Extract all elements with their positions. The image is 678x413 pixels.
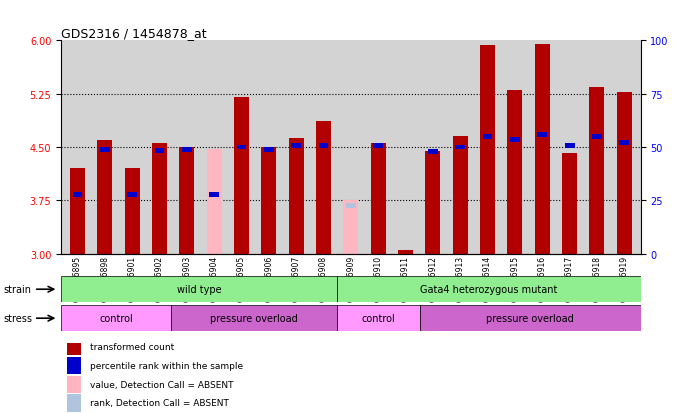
- Bar: [100, 147, 110, 152]
- Bar: [620, 140, 629, 145]
- Bar: [316, 121, 331, 254]
- Bar: [61, 277, 337, 302]
- Text: pressure overload: pressure overload: [210, 313, 298, 323]
- Bar: [617, 93, 632, 254]
- Text: percentile rank within the sample: percentile rank within the sample: [90, 361, 243, 370]
- Bar: [456, 145, 465, 150]
- Bar: [210, 193, 219, 198]
- Bar: [565, 144, 574, 149]
- Bar: [207, 150, 222, 254]
- Text: GDS2316 / 1454878_at: GDS2316 / 1454878_at: [61, 27, 207, 40]
- Bar: [234, 98, 249, 254]
- Bar: [371, 144, 386, 254]
- Bar: [182, 147, 192, 152]
- Bar: [67, 357, 81, 374]
- Bar: [346, 203, 356, 208]
- Bar: [337, 306, 420, 331]
- Bar: [67, 376, 81, 393]
- Text: Gata4 heterozygous mutant: Gata4 heterozygous mutant: [420, 285, 557, 294]
- Bar: [374, 144, 383, 149]
- Bar: [507, 91, 523, 254]
- Bar: [97, 140, 113, 254]
- Bar: [428, 150, 438, 155]
- Bar: [592, 135, 602, 140]
- Text: pressure overload: pressure overload: [486, 313, 574, 323]
- Bar: [67, 394, 81, 412]
- Bar: [179, 147, 195, 254]
- Bar: [538, 133, 547, 138]
- Bar: [127, 193, 137, 198]
- Bar: [125, 169, 140, 254]
- Bar: [337, 277, 641, 302]
- Bar: [70, 169, 85, 254]
- Bar: [264, 147, 274, 152]
- Text: value, Detection Call = ABSENT: value, Detection Call = ABSENT: [90, 380, 234, 389]
- Text: stress: stress: [3, 313, 33, 323]
- Bar: [535, 45, 550, 254]
- Bar: [480, 46, 495, 254]
- Bar: [510, 138, 520, 143]
- Bar: [398, 250, 413, 254]
- Bar: [453, 137, 468, 254]
- Bar: [292, 144, 301, 149]
- Text: wild type: wild type: [177, 285, 221, 294]
- Text: control: control: [100, 313, 133, 323]
- Bar: [73, 193, 82, 198]
- Bar: [172, 306, 337, 331]
- Text: control: control: [361, 313, 395, 323]
- Bar: [155, 149, 164, 154]
- Bar: [425, 151, 441, 254]
- Bar: [483, 135, 492, 140]
- Bar: [67, 338, 81, 356]
- Text: rank, Detection Call = ABSENT: rank, Detection Call = ABSENT: [90, 398, 229, 407]
- Bar: [261, 147, 277, 254]
- Bar: [420, 306, 641, 331]
- Bar: [343, 201, 359, 254]
- Bar: [237, 145, 246, 150]
- Text: strain: strain: [3, 285, 31, 294]
- Bar: [562, 153, 577, 254]
- Bar: [152, 144, 167, 254]
- Bar: [289, 138, 304, 254]
- Bar: [319, 144, 328, 149]
- Text: transformed count: transformed count: [90, 342, 174, 351]
- Bar: [61, 306, 172, 331]
- Bar: [589, 88, 605, 254]
